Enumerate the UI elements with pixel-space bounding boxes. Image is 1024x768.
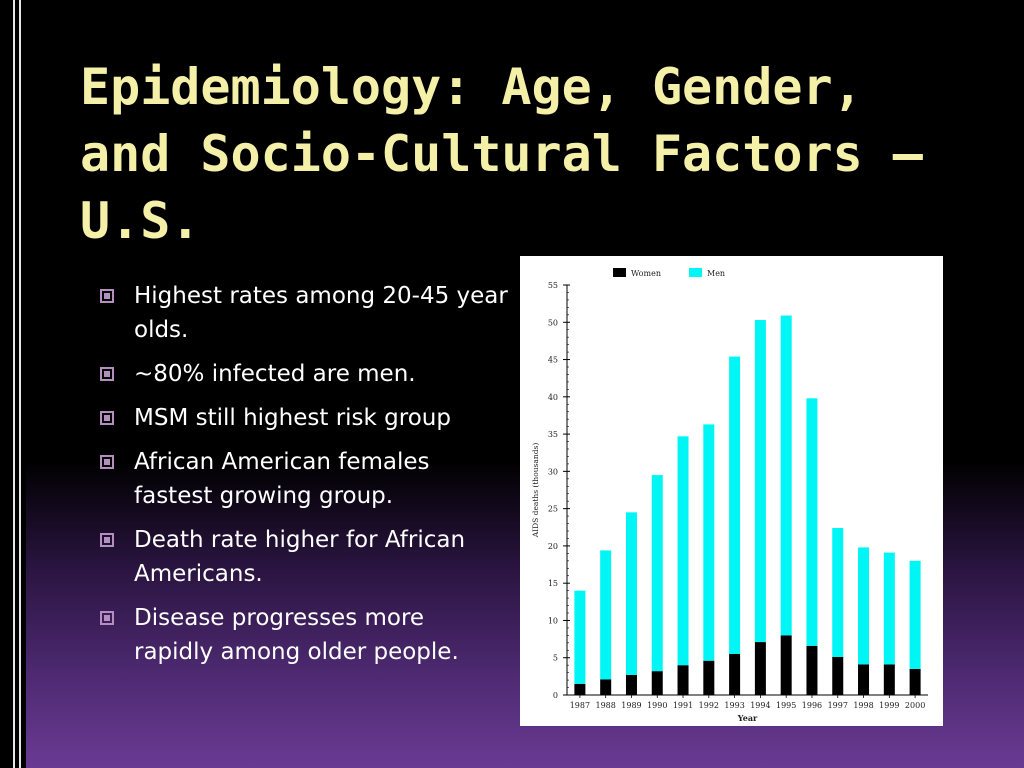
square-bullet-icon <box>100 455 114 469</box>
bullet-item: ~80% infected are men. <box>98 357 508 391</box>
x-tick-label-1998: 1998 <box>853 701 873 710</box>
bar-men-1999 <box>883 552 895 665</box>
x-tick-label-2000: 2000 <box>905 701 925 710</box>
bar-women-2000 <box>909 668 921 695</box>
y-tick-label: 5 <box>553 654 558 663</box>
bar-men-1998 <box>858 547 870 665</box>
y-tick-label: 40 <box>548 393 558 402</box>
x-tick-label-1999: 1999 <box>879 701 899 710</box>
x-tick-label-1991: 1991 <box>673 701 693 710</box>
bar-men-1994 <box>754 320 766 643</box>
square-bullet-icon <box>100 411 114 425</box>
bar-men-1996 <box>806 398 818 646</box>
x-tick-label-1996: 1996 <box>802 701 822 710</box>
x-tick-label-1997: 1997 <box>828 701 848 710</box>
x-tick-label-1987: 1987 <box>570 701 590 710</box>
bullet-text: ~80% infected are men. <box>134 361 416 387</box>
aids-deaths-chart: 0 5 10 15 20 25 30 35 40 45 50 55 1987 1988 1989 1990 19… <box>531 268 928 723</box>
slide-title: Epidemiology: Age, Gender, and Socio-Cul… <box>80 58 923 250</box>
bullet-list: Highest rates among 20-45 year olds. ~80… <box>98 279 508 679</box>
bar-women-1990 <box>651 671 663 695</box>
y-tick-label: 15 <box>548 579 558 588</box>
bullet-item: Death rate higher for African Americans. <box>98 523 508 591</box>
bar-women-1993 <box>729 654 741 695</box>
bar-women-1991 <box>677 665 689 695</box>
bar-men-1990 <box>651 475 663 672</box>
x-tick-label-1994: 1994 <box>750 701 770 710</box>
y-axis-title: AIDS deaths (thousands) <box>531 443 540 539</box>
bar-men-1993 <box>729 356 741 654</box>
bar-women-1992 <box>703 660 715 695</box>
bar-women-1989 <box>625 674 637 695</box>
y-tick-label: 0 <box>553 691 558 700</box>
bullet-text: Disease progresses more rapidly among ol… <box>134 605 459 665</box>
y-tick-label: 45 <box>548 356 558 365</box>
x-tick-label-1993: 1993 <box>724 701 744 710</box>
x-tick-label-1989: 1989 <box>621 701 641 710</box>
bar-women-1999 <box>883 664 895 695</box>
bullet-item: Disease progresses more rapidly among ol… <box>98 601 508 669</box>
y-tick-label: 50 <box>548 318 558 327</box>
bar-women-1987 <box>574 683 586 695</box>
bar-women-1996 <box>806 645 818 695</box>
bar-women-1994 <box>754 642 766 695</box>
x-tick-label-1988: 1988 <box>595 701 615 710</box>
bar-men-2000 <box>909 560 921 669</box>
y-tick-label: 20 <box>548 542 558 551</box>
bullet-item: Highest rates among 20-45 year olds. <box>98 279 508 347</box>
bullet-text: MSM still highest risk group <box>134 405 451 431</box>
square-bullet-icon <box>100 289 114 303</box>
square-bullet-icon <box>100 367 114 381</box>
bar-men-1995 <box>780 315 792 636</box>
bar-men-1987 <box>574 590 586 684</box>
bullet-item: African American females fastest growing… <box>98 445 508 513</box>
bar-men-1997 <box>832 528 844 657</box>
left-edge-line <box>19 0 21 768</box>
y-tick-label: 55 <box>548 281 558 290</box>
legend-label-men: Men <box>707 269 725 278</box>
bar-men-1991 <box>677 436 689 666</box>
y-tick-label: 25 <box>548 505 558 514</box>
y-tick-label: 35 <box>548 430 558 439</box>
x-tick-label-1990: 1990 <box>647 701 667 710</box>
bar-women-1998 <box>858 664 870 695</box>
y-tick-label: 30 <box>548 467 558 476</box>
bar-women-1997 <box>832 656 844 695</box>
bullet-item: MSM still highest risk group <box>98 401 508 435</box>
bar-men-1989 <box>625 512 637 675</box>
legend-swatch-men <box>689 268 702 277</box>
bullet-text: Highest rates among 20-45 year olds. <box>134 283 508 343</box>
bar-women-1988 <box>600 679 612 695</box>
bullet-text: African American females fastest growing… <box>134 449 430 509</box>
legend-label-women: Women <box>631 269 661 278</box>
legend-swatch-women <box>613 268 626 277</box>
left-edge-line <box>13 0 15 768</box>
square-bullet-icon <box>100 611 114 625</box>
bar-men-1992 <box>703 424 715 661</box>
bar-men-1988 <box>600 550 612 680</box>
y-tick-label: 10 <box>548 616 558 625</box>
x-axis-title: Year <box>737 713 758 723</box>
bullet-text: Death rate higher for African Americans. <box>134 527 466 587</box>
chart-panel: 0 5 10 15 20 25 30 35 40 45 50 55 1987 1988 1989 1990 19… <box>520 256 943 726</box>
square-bullet-icon <box>100 533 114 547</box>
x-tick-label-1992: 1992 <box>699 701 719 710</box>
bar-women-1995 <box>780 635 792 695</box>
x-tick-label-1995: 1995 <box>776 701 796 710</box>
